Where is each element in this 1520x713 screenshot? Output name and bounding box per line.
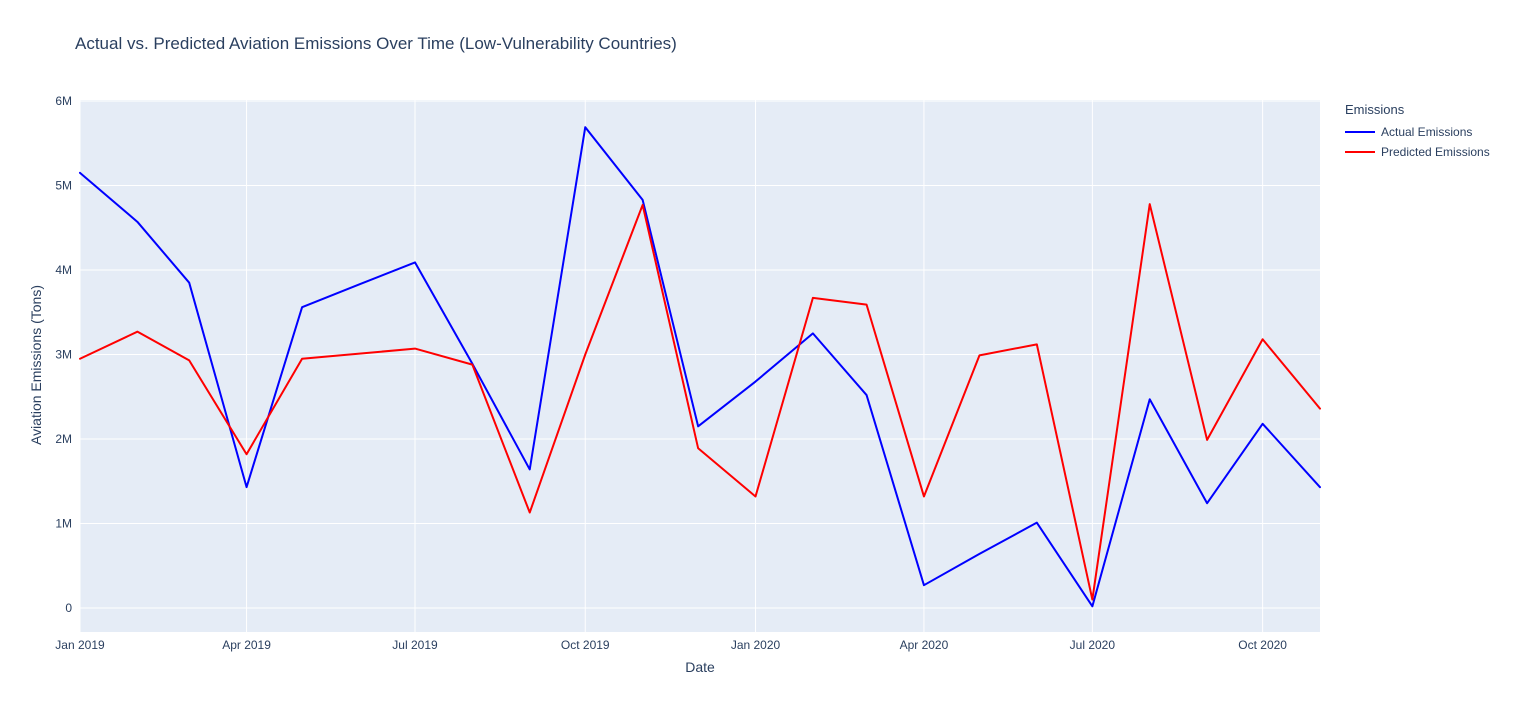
- x-tick-label: Apr 2019: [222, 638, 271, 652]
- x-tick-label: Jul 2019: [392, 638, 438, 652]
- y-tick-label: 1M: [55, 517, 72, 531]
- chart-title: Actual vs. Predicted Aviation Emissions …: [75, 34, 677, 53]
- actual-emissions-line-swatch: [1345, 131, 1375, 133]
- y-tick-label: 5M: [55, 179, 72, 193]
- x-tick-label: Jan 2019: [55, 638, 105, 652]
- legend-title: Emissions: [1345, 102, 1405, 117]
- y-axis-title: Aviation Emissions (Tons): [28, 284, 44, 446]
- plot-background[interactable]: [80, 100, 1320, 632]
- y-tick-label: 4M: [55, 263, 72, 277]
- legend-item-actual-emissions[interactable]: Actual Emissions: [1345, 122, 1490, 142]
- x-tick-label: Jan 2020: [731, 638, 781, 652]
- x-tick-label: Oct 2019: [561, 638, 610, 652]
- legend-item-predicted-emissions[interactable]: Predicted Emissions: [1345, 142, 1490, 162]
- x-tick-label: Jul 2020: [1070, 638, 1116, 652]
- actual-emissions-line: [79, 126, 1321, 608]
- x-tick-label: Apr 2020: [900, 638, 949, 652]
- x-axis-title: Date: [685, 659, 715, 675]
- y-tick-label: 2M: [55, 432, 72, 446]
- legend-item-label: Actual Emissions: [1381, 125, 1473, 139]
- predicted-emissions-line: [79, 203, 1321, 601]
- y-tick-label: 6M: [55, 94, 72, 108]
- y-tick-label: 3M: [55, 348, 72, 362]
- legend: Emissions Actual Emissions Predicted Emi…: [1345, 102, 1490, 162]
- legend-item-label: Predicted Emissions: [1381, 145, 1490, 159]
- x-tick-label: Oct 2020: [1238, 638, 1287, 652]
- y-tick-label: 0: [65, 601, 72, 615]
- predicted-emissions-line-swatch: [1345, 151, 1375, 153]
